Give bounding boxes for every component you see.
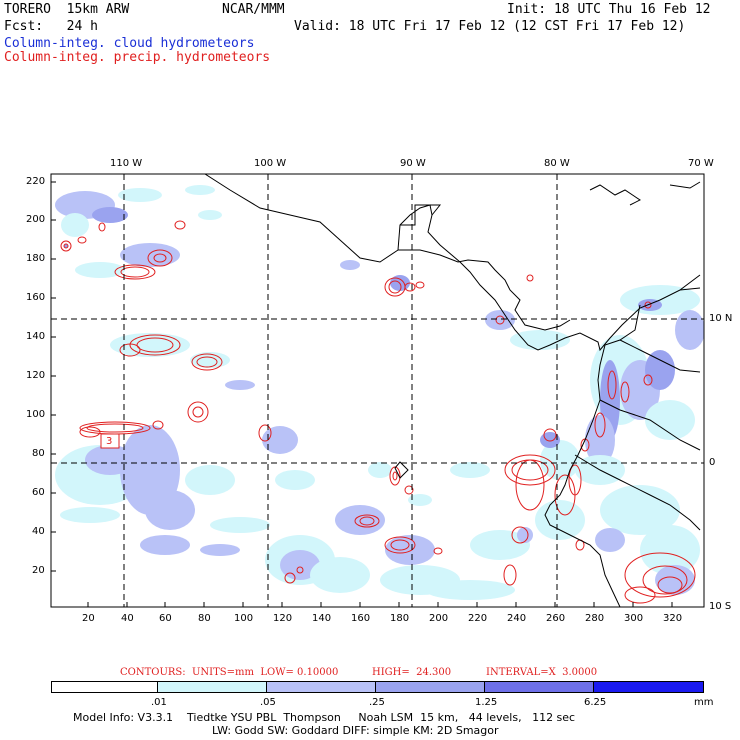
legend-swatch-2 xyxy=(266,681,376,693)
x-tick-80: 80 xyxy=(198,613,211,624)
lon-label-110w: 110 W xyxy=(110,158,143,169)
y-tick-40: 40 xyxy=(32,526,45,537)
x-tick-60: 60 xyxy=(159,613,172,624)
legend-tick-4: 6.25 xyxy=(584,697,607,708)
plot-frame xyxy=(50,173,705,608)
init-time: Init: 18 UTC Thu 16 Feb 12 xyxy=(507,2,711,17)
x-tick-200: 200 xyxy=(429,613,449,624)
model-info-line: Model Info: V3.3.1 Tiedtke YSU PBL Thomp… xyxy=(73,711,576,724)
lat-label-10n: 10 N xyxy=(709,313,733,324)
legend-tick-1: .05 xyxy=(260,697,276,708)
lat-label-0: 0 xyxy=(709,457,716,468)
contour-label: 3 xyxy=(106,436,113,447)
graticule xyxy=(51,174,704,607)
legend-swatch-5 xyxy=(593,681,704,693)
x-tick-260: 260 xyxy=(546,613,566,624)
contour-label-box xyxy=(100,433,120,449)
coastlines xyxy=(204,174,701,607)
x-tick-160: 160 xyxy=(351,613,371,624)
x-tick-140: 140 xyxy=(312,613,332,624)
lon-label-80w: 80 W xyxy=(544,158,570,169)
y-tick-180: 180 xyxy=(26,253,46,264)
field-precip-label: Column-integ. precip. hydrometeors xyxy=(4,50,271,65)
legend-swatch-4 xyxy=(484,681,594,693)
x-tick-320: 320 xyxy=(663,613,683,624)
center-name: NCAR/MMM xyxy=(222,2,285,17)
y-tick-220: 220 xyxy=(26,176,46,187)
y-tick-120: 120 xyxy=(26,370,46,381)
model-title: TORERO 15km ARW xyxy=(4,2,130,17)
lat-label-10s: 10 S xyxy=(709,601,732,612)
x-tick-240: 240 xyxy=(507,613,527,624)
legend-tick-2: .25 xyxy=(369,697,385,708)
legend-tick-0: .01 xyxy=(151,697,167,708)
contour-high-info: HIGH= 24.300 xyxy=(372,667,452,678)
legend-tick-3: 1.25 xyxy=(475,697,498,708)
cloud-shading xyxy=(55,185,704,600)
legend-swatch-0 xyxy=(51,681,158,693)
x-tick-300: 300 xyxy=(624,613,644,624)
x-tick-40: 40 xyxy=(121,613,134,624)
y-tick-140: 140 xyxy=(26,331,46,342)
precip-contours xyxy=(60,220,696,604)
x-tick-20: 20 xyxy=(82,613,95,624)
y-tick-100: 100 xyxy=(26,409,46,420)
lon-label-90w: 90 W xyxy=(400,158,426,169)
x-tick-220: 220 xyxy=(468,613,488,624)
lon-label-70w: 70 W xyxy=(688,158,714,169)
contour-units-info: CONTOURS: UNITS=mm LOW= 0.10000 xyxy=(120,667,339,678)
y-tick-160: 160 xyxy=(26,292,46,303)
legend-swatch-3 xyxy=(375,681,485,693)
x-tick-280: 280 xyxy=(585,613,605,624)
y-tick-20: 20 xyxy=(32,565,45,576)
y-tick-80: 80 xyxy=(32,448,45,459)
contour-interval-info: INTERVAL=X 3.0000 xyxy=(486,667,598,678)
legend-swatch-1 xyxy=(157,681,267,693)
field-cloud-label: Column-integ. cloud hydrometeors xyxy=(4,36,255,51)
model-physics-line: LW: Godd SW: Goddard DIFF: simple KM: 2D… xyxy=(212,724,499,737)
y-tick-200: 200 xyxy=(26,214,46,225)
axis-ticks xyxy=(51,181,673,607)
x-tick-100: 100 xyxy=(234,613,254,624)
y-tick-60: 60 xyxy=(32,487,45,498)
lon-label-100w: 100 W xyxy=(254,158,287,169)
valid-time: Valid: 18 UTC Fri 17 Feb 12 (12 CST Fri … xyxy=(294,19,686,34)
x-tick-180: 180 xyxy=(390,613,410,624)
x-tick-120: 120 xyxy=(273,613,293,624)
forecast-hour: Fcst: 24 h xyxy=(4,19,98,34)
legend-unit: mm xyxy=(694,697,714,708)
